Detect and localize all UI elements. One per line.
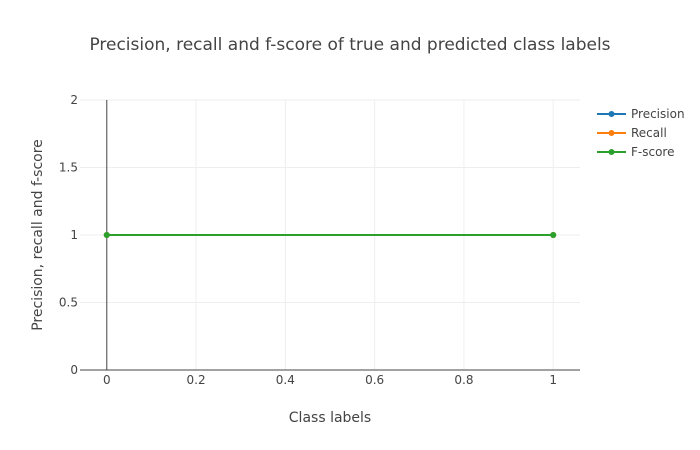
- x-tick-label: 1: [549, 373, 557, 387]
- x-tick-label: 0.6: [365, 373, 384, 387]
- chart-title: Precision, recall and f-score of true an…: [89, 35, 610, 55]
- x-tick-label: 0.4: [276, 373, 295, 387]
- axes: 0 0.2 0.4 0.6 0.8 1 0 0.5 1 1.5 2: [59, 93, 580, 387]
- y-tick-label: 2: [70, 93, 78, 107]
- legend-marker-f-score: [608, 149, 615, 155]
- y-tick-label: 1.5: [59, 161, 78, 175]
- y-tick-label: 1: [70, 228, 78, 242]
- legend: Precision Recall F-score: [597, 107, 685, 159]
- data-point-f-score: [550, 232, 557, 238]
- legend-label-recall: Recall: [631, 126, 667, 140]
- legend-marker-recall: [608, 130, 615, 136]
- x-tick-label: 0.2: [187, 373, 206, 387]
- y-axis-title: Precision, recall and f-score: [30, 139, 46, 331]
- legend-label-precision: Precision: [631, 107, 685, 121]
- legend-label-f-score: F-score: [631, 145, 674, 159]
- y-tick-label: 0.5: [59, 296, 78, 310]
- x-axis-title: Class labels: [289, 410, 371, 426]
- y-tick-label: 0: [70, 363, 78, 377]
- x-tick-label: 0.8: [454, 373, 473, 387]
- x-tick-label: 0: [103, 373, 111, 387]
- series-layer: [103, 232, 557, 238]
- legend-marker-precision: [608, 111, 615, 117]
- data-point-f-score: [103, 232, 110, 238]
